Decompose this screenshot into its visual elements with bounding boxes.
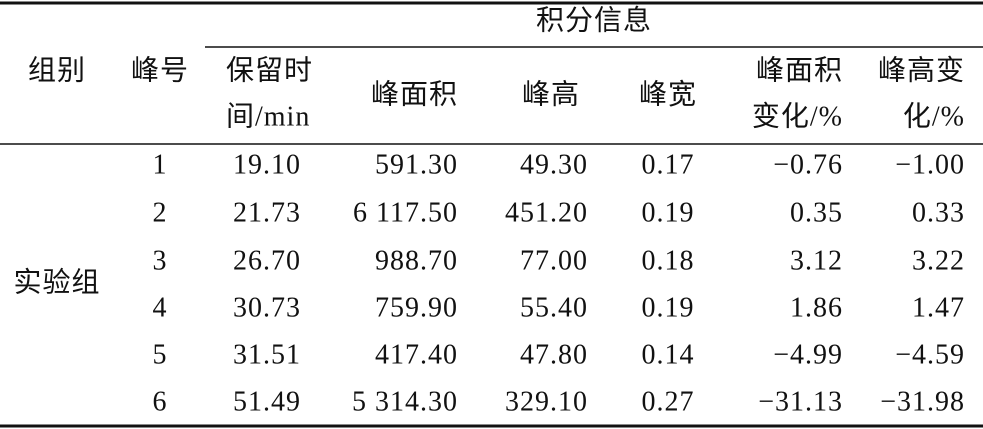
cell: 0.35 (790, 197, 843, 228)
column-header: 间/min (226, 100, 310, 132)
cell: 5 314.30 (352, 386, 458, 417)
cell: 55.40 (520, 292, 588, 323)
column-header: 峰面积 (756, 54, 843, 86)
cell: 51.49 (233, 386, 301, 417)
cell: 21.73 (233, 197, 301, 228)
cell: −4.99 (773, 339, 843, 370)
cell: 759.90 (375, 292, 458, 323)
cell: −0.76 (773, 149, 843, 180)
cell: −1.00 (895, 149, 965, 180)
cell: 451.20 (505, 197, 588, 228)
cell: 0.27 (642, 386, 695, 417)
cell: 19.10 (233, 149, 301, 180)
cell: 77.00 (520, 245, 588, 276)
cell: 3.22 (912, 245, 965, 276)
cell: 49.30 (520, 149, 588, 180)
cell: 0.33 (912, 197, 965, 228)
group-header: 积分信息 (536, 4, 652, 36)
cell: 2 (153, 197, 168, 228)
cell: 0.14 (642, 339, 695, 370)
cell: 0.18 (642, 245, 695, 276)
column-header: 变化/% (752, 100, 843, 132)
cell: 3.12 (790, 245, 843, 276)
column-header: 峰高 (522, 78, 580, 110)
cell: 31.51 (233, 339, 301, 370)
cell: 329.10 (505, 386, 588, 417)
cell: 3 (153, 245, 168, 276)
cell: 26.70 (233, 245, 301, 276)
cell: 5 (153, 339, 168, 370)
group-label: 实验组 (13, 266, 100, 298)
cell: 1.47 (912, 292, 965, 323)
column-header: 保留时 (226, 54, 313, 86)
cell: 591.30 (375, 149, 458, 180)
cell: 0.17 (642, 149, 695, 180)
cell: 6 (153, 386, 168, 417)
cell: 4 (153, 292, 168, 323)
cell: −31.98 (880, 386, 965, 417)
column-header: 化/% (903, 100, 965, 132)
cell: −31.13 (758, 386, 843, 417)
cell: 417.40 (375, 339, 458, 370)
cell: 30.73 (233, 292, 301, 323)
cell: 6 117.50 (353, 197, 458, 228)
cell: 0.19 (642, 292, 695, 323)
cell: 988.70 (375, 245, 458, 276)
cell: 1 (153, 149, 168, 180)
column-header: 峰宽 (639, 78, 697, 110)
cell: 0.19 (642, 197, 695, 228)
cell: 47.80 (520, 339, 588, 370)
cell: −4.59 (895, 339, 965, 370)
column-header: 峰号 (131, 54, 189, 86)
column-header: 峰面积 (371, 78, 458, 110)
cell: 1.86 (790, 292, 843, 323)
column-header: 组别 (28, 54, 86, 86)
column-header: 峰高变 (878, 54, 965, 86)
